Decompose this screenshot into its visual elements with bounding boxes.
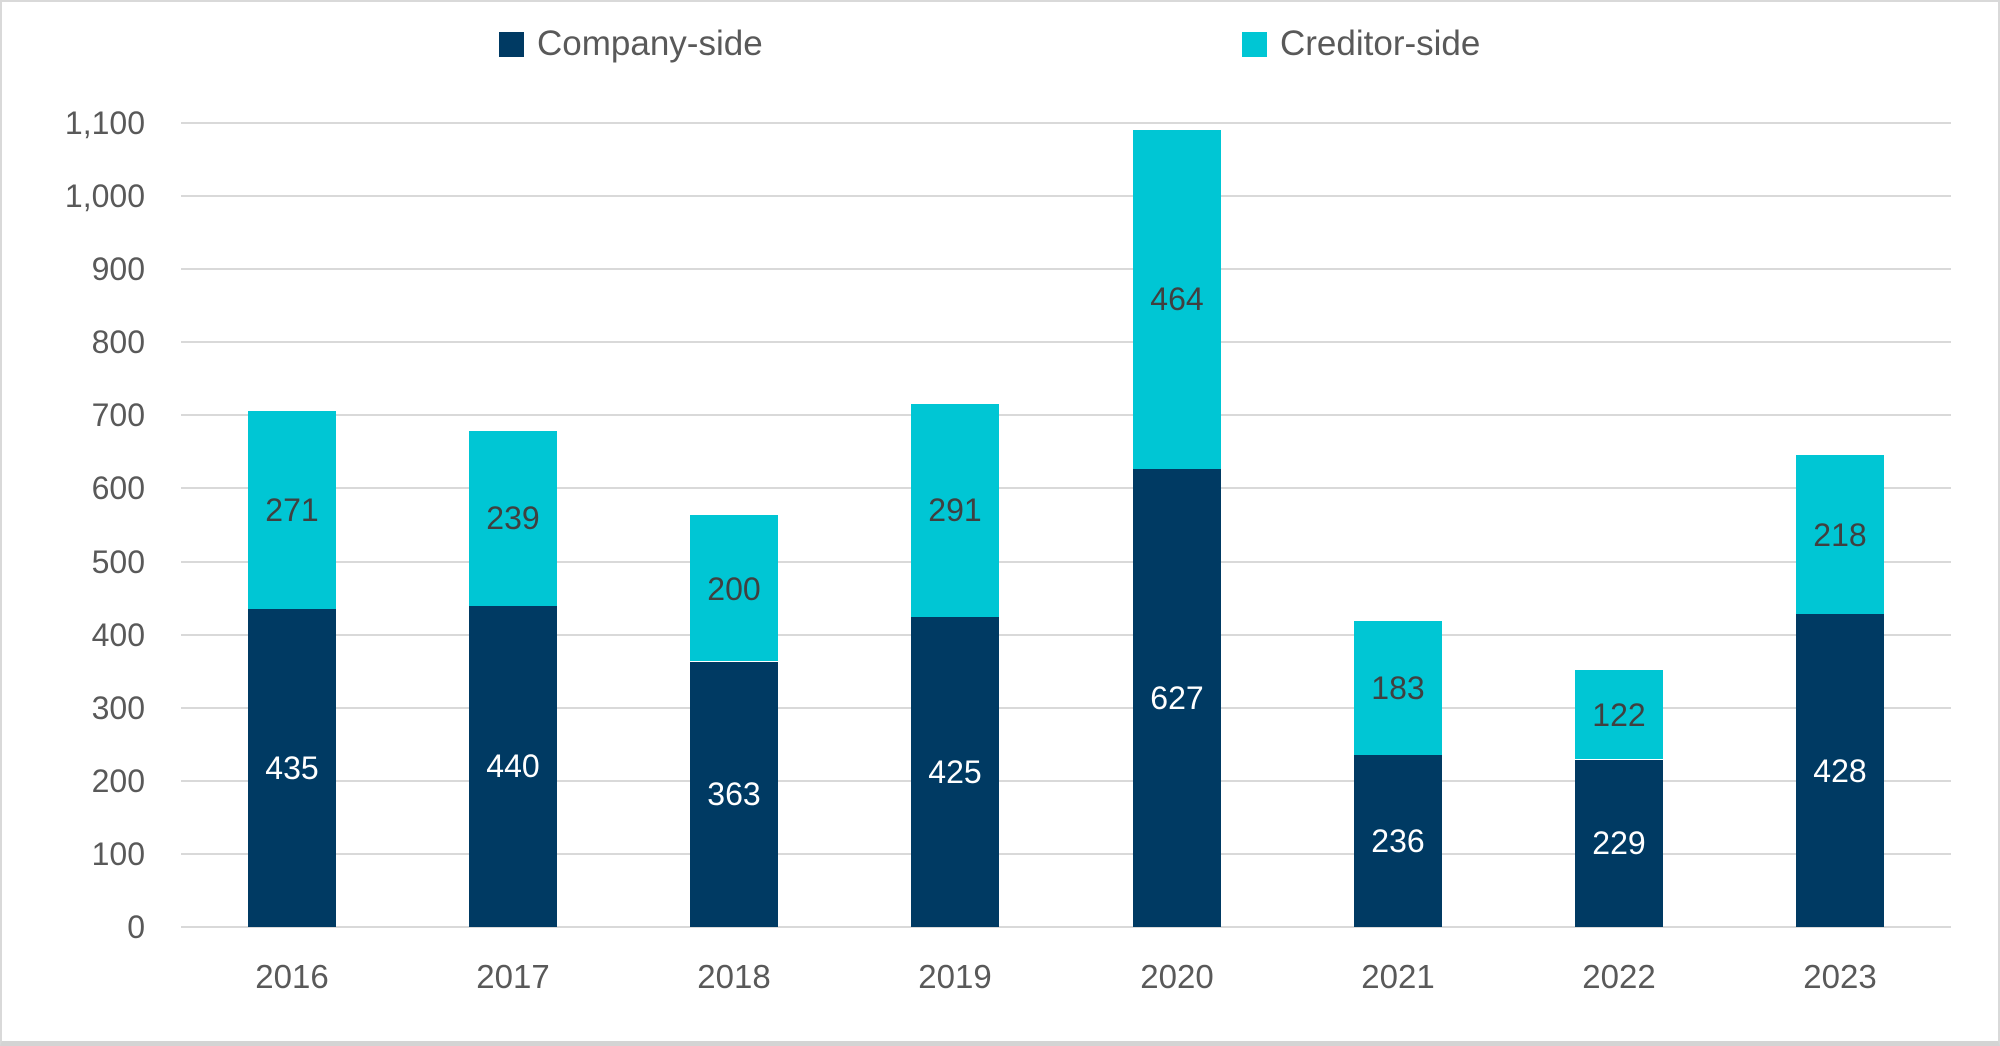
bar-value-label-2020-company-side: 627 bbox=[1150, 680, 1204, 716]
gridline bbox=[181, 122, 1951, 124]
bar-2022-creditor-side bbox=[1575, 670, 1663, 759]
bar-value-label-2018-company-side: 363 bbox=[707, 776, 761, 812]
bar-2016-company-side bbox=[248, 609, 336, 927]
y-axis-tick-label: 100 bbox=[91, 836, 145, 872]
y-axis-tick-label: 600 bbox=[91, 470, 145, 506]
legend-swatch-company-side bbox=[499, 31, 524, 57]
bar-2021-creditor-side bbox=[1354, 621, 1442, 755]
gridline bbox=[181, 561, 1951, 563]
y-axis-tick-label: 200 bbox=[91, 763, 145, 799]
y-axis-tick-label: 1,000 bbox=[64, 178, 145, 214]
bar-2020-creditor-side bbox=[1133, 130, 1221, 469]
x-axis-label-2020: 2020 bbox=[1140, 958, 1214, 995]
y-axis-tick-label: 0 bbox=[127, 909, 145, 945]
y-axis-tick-label: 1,100 bbox=[64, 105, 145, 141]
bar-value-label-2023-company-side: 428 bbox=[1813, 753, 1867, 789]
bar-value-label-2023-creditor-side: 218 bbox=[1813, 517, 1867, 553]
bar-2018-creditor-side bbox=[690, 515, 778, 661]
bar-value-label-2022-creditor-side: 122 bbox=[1592, 697, 1646, 733]
gridline bbox=[181, 926, 1951, 928]
bar-value-label-2021-company-side: 236 bbox=[1371, 823, 1425, 859]
bar-value-label-2017-creditor-side: 239 bbox=[486, 500, 540, 536]
legend-item-creditor-side: Creditor-side bbox=[1242, 22, 1480, 66]
y-axis-tick-label: 300 bbox=[91, 690, 145, 726]
bar-2017-company-side bbox=[469, 605, 557, 927]
bar-value-label-2017-company-side: 440 bbox=[486, 748, 540, 784]
bar-2019-company-side bbox=[911, 616, 999, 927]
gridline bbox=[181, 341, 1951, 343]
y-axis-tick-label: 500 bbox=[91, 544, 145, 580]
bar-2020-company-side bbox=[1133, 469, 1221, 927]
y-axis-tick-label: 800 bbox=[91, 324, 145, 360]
bar-2017-creditor-side bbox=[469, 431, 557, 606]
legend-label-creditor-side: Creditor-side bbox=[1280, 24, 1481, 63]
gridline bbox=[181, 195, 1951, 197]
gridline bbox=[181, 853, 1951, 855]
gridline bbox=[181, 780, 1951, 782]
gridline bbox=[181, 634, 1951, 636]
y-axis-tick-label: 700 bbox=[91, 397, 145, 433]
x-axis-label-2016: 2016 bbox=[255, 958, 329, 995]
legend-label-company-side: Company-side bbox=[537, 24, 763, 63]
bar-2023-company-side bbox=[1796, 614, 1884, 927]
bar-2023-creditor-side bbox=[1796, 455, 1884, 614]
x-axis-label-2023: 2023 bbox=[1803, 958, 1877, 995]
x-axis-label-2022: 2022 bbox=[1582, 958, 1656, 995]
x-axis-label-2017: 2017 bbox=[476, 958, 550, 995]
gridline bbox=[181, 268, 1951, 270]
bar-value-label-2020-creditor-side: 464 bbox=[1150, 281, 1204, 317]
bar-value-label-2019-company-side: 425 bbox=[928, 754, 982, 790]
gridline bbox=[181, 487, 1951, 489]
legend-swatch-creditor-side bbox=[1242, 31, 1267, 57]
bar-value-label-2016-company-side: 435 bbox=[265, 750, 319, 786]
x-axis-label-2019: 2019 bbox=[918, 958, 992, 995]
x-axis-label-2021: 2021 bbox=[1361, 958, 1435, 995]
legend-item-company-side: Company-side bbox=[499, 22, 763, 66]
bar-value-label-2021-creditor-side: 183 bbox=[1371, 670, 1425, 706]
bar-2019-creditor-side bbox=[911, 404, 999, 617]
x-axis-label-2018: 2018 bbox=[697, 958, 771, 995]
bar-value-label-2022-company-side: 229 bbox=[1592, 825, 1646, 861]
bar-2016-creditor-side bbox=[248, 411, 336, 609]
bar-value-label-2018-creditor-side: 200 bbox=[707, 571, 761, 607]
bar-2018-company-side bbox=[690, 662, 778, 927]
bar-value-label-2016-creditor-side: 271 bbox=[265, 492, 319, 528]
y-axis-tick-label: 900 bbox=[91, 251, 145, 287]
gridline bbox=[181, 414, 1951, 416]
y-axis-tick-label: 400 bbox=[91, 617, 145, 653]
bar-2022-company-side bbox=[1575, 760, 1663, 927]
bar-value-label-2019-creditor-side: 291 bbox=[928, 492, 982, 528]
gridline bbox=[181, 707, 1951, 709]
bar-2021-company-side bbox=[1354, 755, 1442, 927]
